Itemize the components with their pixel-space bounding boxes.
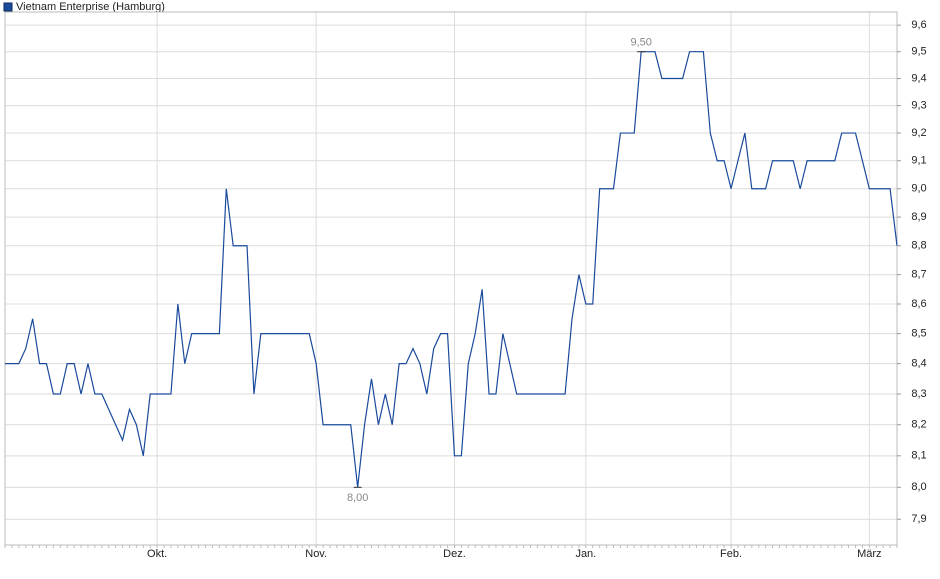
y-tick-label: 9,1 [911, 155, 926, 167]
x-tick-label: Nov. [305, 548, 327, 560]
y-tick-label: 8,1 [911, 450, 926, 462]
y-tick-label: 9,3 [911, 100, 926, 112]
x-tick-label: Okt. [147, 548, 167, 560]
value-label: 8,00 [347, 492, 368, 504]
y-tick-label: 8,6 [911, 298, 926, 310]
y-tick-label: 9,5 [911, 46, 926, 58]
x-tick-label: Dez. [443, 548, 466, 560]
y-tick-label: 8,2 [911, 419, 926, 431]
x-tick-label: Feb. [720, 548, 742, 560]
plot-frame [4, 11, 898, 546]
legend-label: Vietnam Enterprise (Hamburg) [16, 1, 165, 13]
y-tick-label: 8,0 [911, 481, 926, 493]
grid [5, 12, 897, 545]
price-line [5, 51, 898, 488]
y-tick-label: 9,6 [911, 19, 926, 31]
y-tick-label: 8,3 [911, 388, 926, 400]
x-tick-label: März [857, 548, 881, 560]
value-label: 9,50 [630, 37, 651, 49]
y-tick-label: 7,9 [911, 513, 926, 525]
legend-swatch [3, 2, 13, 12]
y-tick-label: 8,8 [911, 240, 926, 252]
y-tick-label: 9,2 [911, 127, 926, 139]
y-tick-label: 8,5 [911, 328, 926, 340]
y-tick-label: 9,0 [911, 183, 926, 195]
y-tick-label: 8,7 [911, 269, 926, 281]
y-tick-label: 8,4 [911, 358, 926, 370]
y-tick-label: 9,4 [911, 72, 926, 84]
x-tick-label: Jan. [575, 548, 596, 560]
y-tick-label: 8,9 [911, 211, 926, 223]
